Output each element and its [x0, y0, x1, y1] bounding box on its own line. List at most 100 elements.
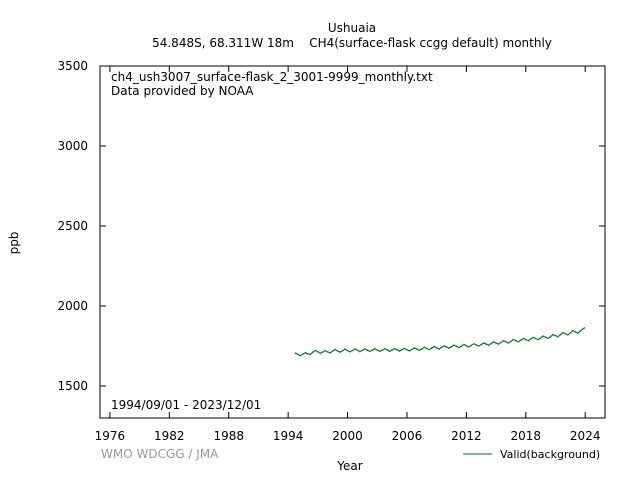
data-point: [428, 348, 431, 351]
data-point: [411, 348, 413, 351]
data-point: [351, 349, 354, 352]
x-tick-label: 2006: [392, 429, 423, 443]
data-point: [470, 344, 473, 347]
data-point: [359, 350, 361, 353]
data-point: [322, 351, 324, 353]
data-point: [502, 339, 505, 342]
data-point: [297, 353, 299, 356]
data-point: [562, 331, 564, 334]
x-tick-label: 2000: [332, 429, 363, 443]
data-point: [364, 348, 366, 350]
x-tick-label: 2012: [451, 429, 482, 443]
data-point: [423, 346, 426, 349]
data-point: [386, 349, 389, 351]
data-point: [482, 342, 485, 344]
data-point: [487, 344, 490, 347]
data-point: [490, 342, 492, 345]
data-point: [448, 347, 450, 350]
data-point: [378, 350, 381, 353]
data-point: [435, 347, 438, 349]
x-axis: 1976 1982 1988 1994 2000 2006 2012 2018 2024: [95, 66, 601, 443]
data-point: [339, 351, 341, 353]
data-point: [440, 346, 443, 349]
data-point: [396, 349, 398, 351]
data-point: [465, 344, 468, 347]
data-point: [324, 349, 327, 352]
data-point: [554, 334, 557, 337]
data-point: [416, 348, 418, 350]
data-point: [344, 348, 346, 351]
data-point: [356, 349, 359, 352]
y-tick-label: 2500: [57, 219, 88, 233]
data-point: [522, 337, 525, 340]
data-point: [302, 353, 304, 355]
data-point: [374, 347, 376, 350]
data-point: [445, 346, 448, 348]
data-point: [294, 352, 297, 355]
data-point: [388, 350, 391, 353]
data-point: [525, 338, 527, 341]
data-point: [312, 351, 314, 353]
data-point: [317, 351, 319, 353]
data-point: [326, 351, 329, 353]
data-point: [492, 341, 495, 343]
data-point: [512, 338, 515, 341]
data-point: [552, 333, 554, 336]
data-point: [505, 341, 507, 343]
data-point: [520, 339, 522, 342]
data-point: [349, 351, 351, 353]
data-point: [331, 350, 334, 352]
data-point: [460, 345, 463, 348]
data-point: [458, 346, 460, 349]
data-point: [544, 336, 547, 339]
data-point: [480, 343, 483, 346]
legend: Valid(background): [463, 448, 600, 461]
data-point: [393, 347, 396, 350]
data-point: [450, 346, 453, 348]
data-point: [542, 335, 544, 337]
data-point: [319, 352, 322, 355]
data-point: [539, 337, 542, 339]
x-tick-label: 1982: [154, 429, 185, 443]
data-point: [430, 347, 433, 349]
data-point: [534, 337, 537, 340]
data-point: [341, 349, 344, 352]
data-point: [426, 347, 428, 350]
data-point: [495, 342, 497, 344]
data-point: [354, 348, 356, 350]
data-point: [527, 339, 530, 342]
data-point: [421, 348, 423, 350]
data-point: [371, 349, 374, 352]
data-point: [507, 342, 510, 344]
data-point: [478, 345, 480, 347]
data-point: [433, 345, 436, 348]
data-point: [583, 327, 586, 329]
data-point: [517, 341, 520, 343]
data-point: [549, 335, 552, 338]
y-tick-label: 3500: [57, 59, 88, 73]
data-provider-label: Data provided by NOAA: [111, 84, 254, 98]
data-point: [309, 353, 312, 356]
data-point: [537, 338, 539, 341]
data-point: [304, 351, 307, 354]
data-point: [336, 350, 339, 352]
data-point: [468, 346, 470, 348]
data-point: [510, 340, 512, 343]
data-point: [485, 343, 488, 345]
data-point: [314, 349, 317, 352]
y-tick-label: 1500: [57, 379, 88, 393]
data-point: [473, 343, 475, 345]
data-point: [475, 344, 478, 346]
data-point: [403, 347, 406, 350]
file-name-label: ch4_ush3007_surface-flask_2_3001-9999_mo…: [111, 70, 433, 84]
x-tick-label: 2024: [570, 429, 601, 443]
x-tick-label: 2018: [511, 429, 542, 443]
y-tick-label: 2000: [57, 299, 88, 313]
data-point: [418, 349, 421, 352]
data-point: [369, 350, 371, 353]
data-point: [307, 353, 309, 355]
data-point: [559, 334, 562, 336]
data-point: [455, 345, 458, 348]
data-point: [453, 344, 455, 347]
data-point: [463, 343, 465, 346]
